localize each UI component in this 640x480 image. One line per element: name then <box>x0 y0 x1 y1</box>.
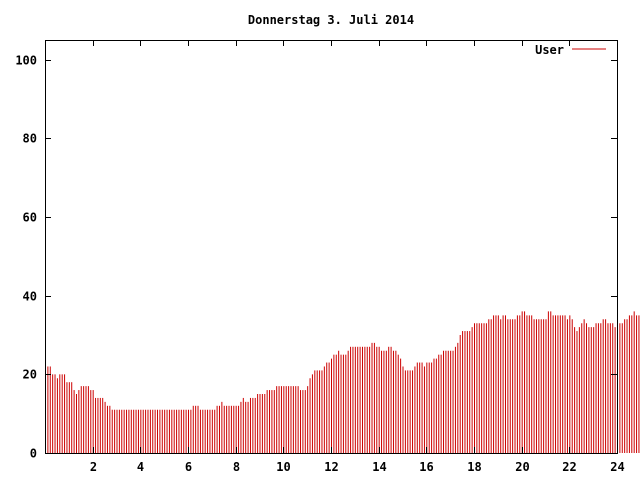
y-tick-label: 80 <box>23 132 37 146</box>
x-tick-label: 24 <box>610 460 624 474</box>
legend-label-user: User <box>535 43 564 57</box>
x-tick-label: 14 <box>372 460 386 474</box>
x-tick-label: 12 <box>324 460 338 474</box>
x-tick-label: 8 <box>233 460 240 474</box>
chart-title: Donnerstag 3. Juli 2014 <box>248 13 414 27</box>
x-tick-label: 20 <box>515 460 529 474</box>
bars-group <box>45 311 640 453</box>
x-tick-label: 10 <box>276 460 290 474</box>
y-tick-label: 100 <box>15 54 37 68</box>
y-tick-label: 40 <box>23 290 37 304</box>
x-tick-label: 18 <box>467 460 481 474</box>
y-tick-label: 0 <box>30 447 37 461</box>
x-tick-label: 16 <box>419 460 433 474</box>
x-tick-label: 4 <box>137 460 144 474</box>
y-tick-label: 20 <box>23 368 37 382</box>
x-tick-label: 2 <box>90 460 97 474</box>
x-tick-label: 22 <box>562 460 576 474</box>
y-tick-label: 60 <box>23 211 37 225</box>
legend: User <box>535 43 606 57</box>
x-tick-label: 6 <box>185 460 192 474</box>
